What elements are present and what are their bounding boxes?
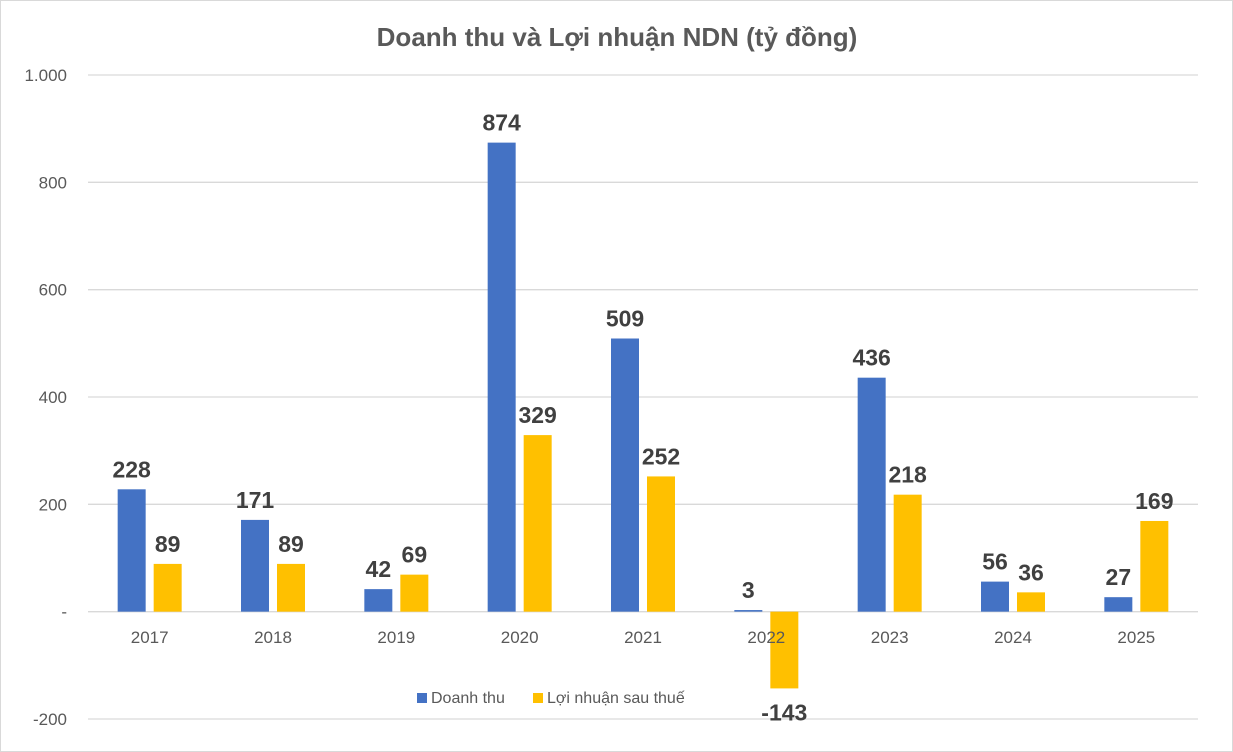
x-tick-label-2021: 2021 [624,628,662,647]
data-label-doanh-thu-2025: 27 [1106,564,1132,590]
data-label-doanh-thu-2018: 171 [236,487,275,513]
bar-loi-nhuan-2022 [770,611,799,689]
legend: Doanh thu Lợi nhuận sau thuế [417,690,685,707]
x-tick-label-2022: 2022 [747,628,785,647]
x-tick-label-2024: 2024 [994,628,1032,647]
bar-doanh-thu-2021 [611,338,639,612]
bar-loi-nhuan-2020 [523,435,552,612]
x-tick-label-2018: 2018 [254,628,292,647]
data-label-doanh-thu-2024: 56 [982,549,1008,575]
data-label-doanh-thu-2019: 42 [366,556,392,582]
legend-swatch-loi-nhuan [533,693,543,703]
data-label-loi-nhuan-2020: 329 [518,402,556,428]
bar-loi-nhuan-2019 [400,574,429,612]
bar-doanh-thu-2023 [857,377,886,612]
bar-doanh-thu-2020 [487,142,516,612]
bar-doanh-thu-2019 [364,589,393,612]
data-label-loi-nhuan-2018: 89 [278,531,304,557]
chart-title: Doanh thu và Lợi nhuận NDN (tỷ đồng) [377,22,858,52]
gridlines [88,74,1198,720]
x-tick-label-2020: 2020 [501,628,539,647]
x-tick-label-2023: 2023 [871,628,909,647]
data-label-loi-nhuan-2024: 36 [1018,559,1044,585]
bar-loi-nhuan-2018 [277,563,305,612]
bar-doanh-thu-2022 [734,610,763,612]
data-label-loi-nhuan-2017: 89 [155,531,181,557]
bar-doanh-thu-2018 [241,519,269,612]
legend-label-loi-nhuan: Lợi nhuận sau thuế [547,690,685,707]
bar-loi-nhuan-2025 [1140,520,1169,612]
data-label-loi-nhuan-2021: 252 [642,443,680,469]
data-label-loi-nhuan-2019: 69 [402,542,428,568]
y-tick-label: 1.000 [24,66,67,85]
data-label-doanh-thu-2021: 509 [606,306,644,332]
x-tick-label-2025: 2025 [1117,628,1155,647]
x-tick-label-2017: 2017 [131,628,169,647]
data-label-loi-nhuan-2023: 218 [888,462,927,488]
legend-swatch-doanh-thu [417,693,427,703]
bar-loi-nhuan-2023 [893,494,922,612]
y-tick-label: 600 [39,281,67,300]
y-axis-tick-labels: 1.000 800 600 400 200 - -200 [24,66,67,729]
data-label-loi-nhuan-2022: -143 [761,699,807,725]
data-label-doanh-thu-2020: 874 [482,110,521,136]
bars [117,142,1169,689]
bar-doanh-thu-2024 [981,581,1009,612]
x-tick-label-2019: 2019 [377,628,415,647]
data-label-doanh-thu-2017: 228 [112,456,151,482]
bar-doanh-thu-2017 [117,489,146,612]
x-axis-tick-labels: 2017 2018 2019 2020 2021 2022 2023 2024 2025 [131,628,1155,647]
bar-doanh-thu-2025 [1104,597,1133,612]
y-tick-label: 400 [39,388,67,407]
data-label-loi-nhuan-2025: 169 [1135,488,1173,514]
y-tick-label: - [61,603,67,622]
y-tick-label: 200 [39,495,67,514]
y-tick-label: 800 [39,173,67,192]
bar-loi-nhuan-2017 [153,563,182,612]
data-label-doanh-thu-2022: 3 [742,577,755,603]
bar-loi-nhuan-2024 [1017,592,1045,612]
data-label-doanh-thu-2023: 436 [852,345,890,371]
y-tick-label: -200 [33,710,67,729]
bar-loi-nhuan-2021 [647,476,675,612]
legend-label-doanh-thu: Doanh thu [431,690,505,707]
